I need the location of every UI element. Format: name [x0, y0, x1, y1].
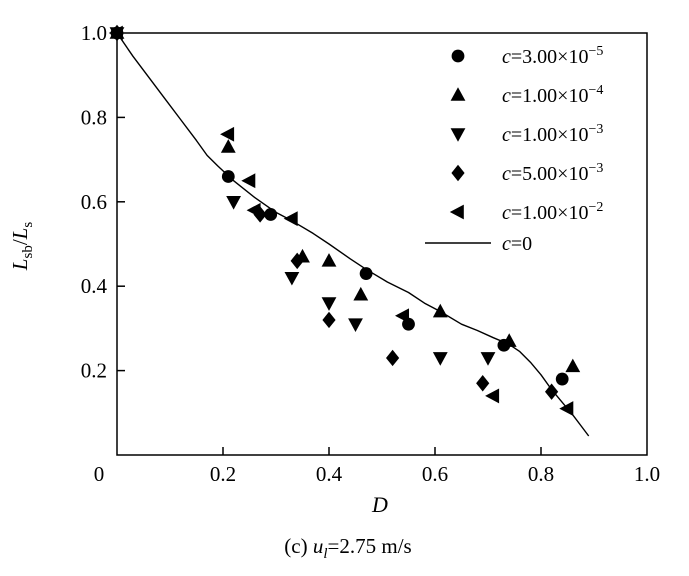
legend-item-label: c=0: [502, 233, 532, 255]
legend-item-label: c=5.00×10−3: [502, 161, 603, 185]
triangle-down-marker: [348, 318, 363, 332]
legend-item: c=3.00×10−5: [451, 44, 603, 68]
series-diamond: [110, 24, 559, 400]
series-triangle-left: [108, 25, 574, 416]
x-tick-label: 0.4: [316, 462, 343, 486]
legend-item-label: c=3.00×10−5: [502, 44, 603, 68]
diamond-marker: [290, 252, 304, 270]
triangle-up-marker: [353, 286, 369, 301]
triangle-left-marker: [449, 204, 464, 220]
y-tick-label: 0.4: [81, 274, 108, 298]
plot-box: [116, 32, 648, 456]
legend-item: c=5.00×10−3: [451, 161, 603, 185]
y-tick-label: 1.0: [81, 21, 107, 45]
triangle-up-marker: [501, 333, 517, 347]
triangle-left-marker: [220, 126, 235, 142]
triangle-down-marker: [284, 271, 300, 286]
diamond-marker: [322, 311, 336, 329]
x-axis-ticks: 0 0.2 0.4 0.6 0.8 1.0: [94, 447, 660, 486]
y-axis-label: Lsb/Ls: [8, 222, 36, 272]
caption: (c) ul=2.75 m/s: [284, 534, 411, 562]
triangle-left-marker: [241, 173, 256, 189]
circle-marker: [264, 208, 278, 221]
y-axis-ticks: 0.2 0.4 0.6 0.8 1.0: [81, 21, 125, 383]
x-tick-label: 0.8: [528, 462, 554, 486]
triangle-up-marker: [220, 139, 236, 153]
y-tick-label: 0.2: [81, 359, 107, 383]
legend-item: c=1.00×10−3: [450, 122, 603, 146]
triangle-left-marker: [395, 308, 409, 324]
circle-marker: [221, 170, 235, 183]
triangle-up-marker: [321, 253, 337, 267]
triangle-down-marker: [480, 352, 496, 366]
x-tick-label: 0.2: [210, 462, 236, 486]
x-tick-label: 0.6: [422, 462, 448, 486]
series-circle: [110, 26, 569, 386]
triangle-left-marker: [108, 25, 123, 41]
triangle-left-marker: [559, 401, 574, 416]
x-axis-label: D: [371, 492, 388, 517]
series-triangle-up: [109, 25, 581, 373]
triangle-left-marker: [246, 202, 261, 218]
legend-item: c=1.00×10−4: [450, 83, 603, 107]
triangle-down-marker: [226, 196, 241, 210]
diamond-marker: [451, 164, 465, 182]
x-tick-label: 1.0: [634, 462, 660, 486]
legend-item-label: c=1.00×10−4: [502, 83, 603, 107]
legend-item-label: c=1.00×10−2: [502, 200, 603, 224]
legend-item: c=0: [425, 233, 532, 255]
diamond-marker: [545, 383, 559, 400]
triangle-down-marker: [450, 128, 466, 142]
triangle-down-marker: [321, 297, 337, 311]
triangle-up-marker: [565, 358, 581, 373]
triangle-left-marker: [283, 211, 298, 227]
diamond-marker: [476, 375, 490, 392]
series-line-c0: [116, 32, 590, 437]
triangle-up-marker: [450, 87, 466, 101]
x-tick-label: 0: [94, 462, 105, 486]
legend-item-label: c=1.00×10−3: [502, 122, 603, 146]
circle-marker: [555, 372, 569, 386]
legend: c=3.00×10−5 c=1.00×10−4 c=1.00×10−3 c=5.00×…: [425, 44, 603, 255]
y-tick-label: 0.6: [81, 190, 107, 214]
triangle-up-marker: [432, 303, 448, 318]
triangle-left-marker: [485, 388, 500, 404]
y-tick-label: 0.8: [81, 105, 107, 129]
triangle-down-marker: [432, 352, 448, 366]
diamond-marker: [386, 349, 400, 367]
circle-marker: [359, 267, 373, 280]
circle-marker: [451, 49, 465, 63]
legend-item: c=1.00×10−2: [449, 200, 603, 224]
